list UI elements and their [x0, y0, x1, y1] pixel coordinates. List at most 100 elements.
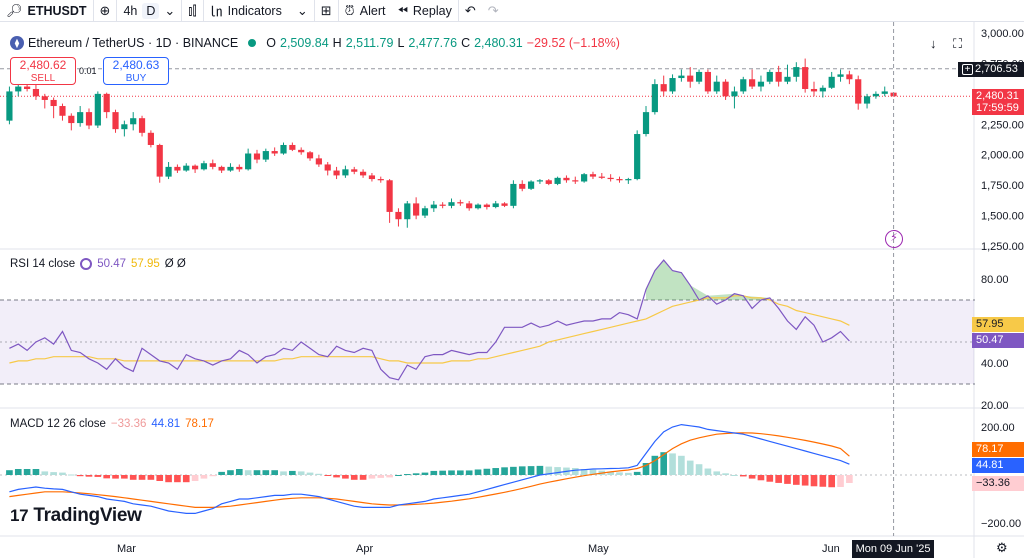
candle-body [872, 93, 879, 97]
candle-body [430, 204, 437, 209]
macd-histogram-bar [271, 470, 278, 475]
macd-histogram-bar [377, 475, 385, 478]
macd-histogram-bar [182, 475, 190, 483]
plus-icon[interactable]: + [962, 64, 973, 75]
buy-button[interactable]: 2,480.63 BUY [103, 57, 169, 85]
candle-body [625, 179, 632, 181]
macd-histogram-bar [76, 475, 84, 477]
alarm-clock-icon: ⏰︎ [344, 2, 355, 18]
symbol-title: Ethereum / TetherUS · 1D · BINANCE [28, 36, 239, 50]
candle-body [846, 74, 853, 80]
undo-icon: ↶ [464, 2, 476, 18]
download-icon[interactable]: ↓ [930, 36, 937, 51]
macd-signal-line [9, 432, 850, 508]
candle-body [545, 180, 552, 184]
countdown: 17:59:59 [976, 102, 1019, 114]
buy-label: BUY [125, 73, 147, 84]
tradingview-logo: 17 TradingView [10, 505, 142, 527]
low-label: L [397, 36, 405, 50]
macd-legend: MACD 12 26 close −33.36 44.81 78.17 [10, 418, 214, 430]
candle-body [183, 165, 190, 171]
macd-histogram-bar [810, 475, 818, 487]
macd-histogram-bar [315, 473, 323, 475]
time-axis-label: May [588, 543, 609, 555]
candle-body [41, 96, 48, 100]
candle-body [253, 153, 261, 160]
macd-histogram-bar [306, 472, 314, 475]
macd-histogram-bar [828, 475, 836, 488]
chart-type-button[interactable]: ⫾⫿ [181, 0, 202, 22]
macd-signal-tag: 78.17 [972, 442, 1024, 457]
lightning-event-icon[interactable]: ⚡︎ [885, 230, 903, 248]
interval-selector[interactable]: 4h D ⌄ [116, 0, 181, 22]
grid-icon: ⊞ [320, 2, 332, 18]
candle-body [731, 91, 738, 97]
candle-body [784, 76, 791, 82]
chevron-down-icon[interactable]: ⌄ [296, 2, 308, 18]
macd-histogram-bar [819, 475, 827, 487]
sell-button[interactable]: 2,480.62 SELL [10, 57, 76, 85]
macd-histogram-bar [191, 475, 199, 481]
layouts-button[interactable]: ⊞ [313, 0, 338, 22]
macd-legend-hist: −33.36 [110, 418, 147, 430]
macd-histogram-bar [766, 475, 774, 482]
candle-body [881, 91, 888, 94]
fullscreen-icon[interactable]: ⛶ [953, 36, 963, 51]
macd-histogram-bar [784, 475, 791, 484]
candle-body [616, 179, 623, 181]
candle-body [209, 163, 216, 167]
macd-value-tag: 44.81 [972, 458, 1024, 473]
ethereum-logo-icon: ⧫ [10, 36, 24, 50]
symbol-search[interactable]: 🔎︎ ETHUSDT [0, 0, 93, 22]
macd-histogram-bar [775, 475, 782, 483]
macd-histogram-bar [793, 475, 800, 485]
candle-body [740, 79, 747, 92]
time-axis-label: Mar [117, 543, 136, 555]
macd-histogram-bar [147, 475, 155, 480]
candle-body [466, 203, 473, 209]
chart-canvas[interactable]: 3,000.002,750.002,500.002,250.002,000.00… [0, 22, 1024, 558]
chevron-down-icon[interactable]: ⌄ [164, 2, 176, 18]
macd-histogram-bar [651, 455, 659, 475]
candle-body [828, 76, 835, 88]
redo-button[interactable]: ↷ [482, 0, 505, 22]
candle-body [368, 175, 376, 180]
last-price: 2,480.31 [976, 90, 1019, 102]
undo-button[interactable]: ↶ [457, 0, 482, 22]
macd-histogram-bar [448, 470, 455, 475]
spread-value: 0.01 [79, 66, 97, 76]
candle-body [634, 134, 641, 180]
macd-histogram-bar [368, 475, 376, 479]
macd-histogram-bar [430, 470, 438, 475]
candle-body [757, 81, 765, 87]
settings-gear-icon[interactable]: ⚙ [996, 540, 1008, 555]
macd-histogram-bar [218, 471, 225, 475]
macd-histogram-bar [156, 475, 164, 481]
macd-legend-macd: 44.81 [151, 418, 181, 430]
interval-1d[interactable]: D [142, 2, 160, 19]
tv-logo-icon: 17 [10, 506, 29, 525]
replay-button[interactable]: ⏪︎ Replay [392, 0, 458, 22]
macd-label: MACD 12 26 close [10, 418, 106, 430]
candle-body [802, 67, 809, 89]
macd-tick-label: 200.00 [981, 422, 1015, 434]
candle-body [227, 166, 234, 171]
macd-histogram-bar [395, 475, 402, 476]
indicators-button[interactable]: ㏑ Indicators ⌄ [202, 0, 314, 22]
macd-histogram-bar [421, 472, 429, 475]
rsi-legend: RSI 14 close 50.47 57.95 Ø Ø [10, 258, 186, 270]
macd-histogram-bar [412, 473, 420, 475]
sell-label: SELL [30, 73, 56, 84]
compare-button[interactable]: ⊕ [92, 0, 117, 22]
open-value: 2,509.84 [280, 36, 329, 50]
redo-icon: ↷ [487, 2, 499, 18]
price-tick-label: 1,750.00 [981, 180, 1024, 192]
candle-body [147, 132, 154, 145]
alert-button[interactable]: ⏰︎ Alert [337, 0, 392, 22]
macd-histogram-bar [739, 475, 747, 477]
rsi-settings-icon[interactable] [80, 258, 93, 270]
candle-body [156, 144, 163, 177]
interval-4h[interactable]: 4h [123, 3, 138, 18]
candle-body [660, 84, 667, 92]
candle-body [855, 79, 862, 104]
